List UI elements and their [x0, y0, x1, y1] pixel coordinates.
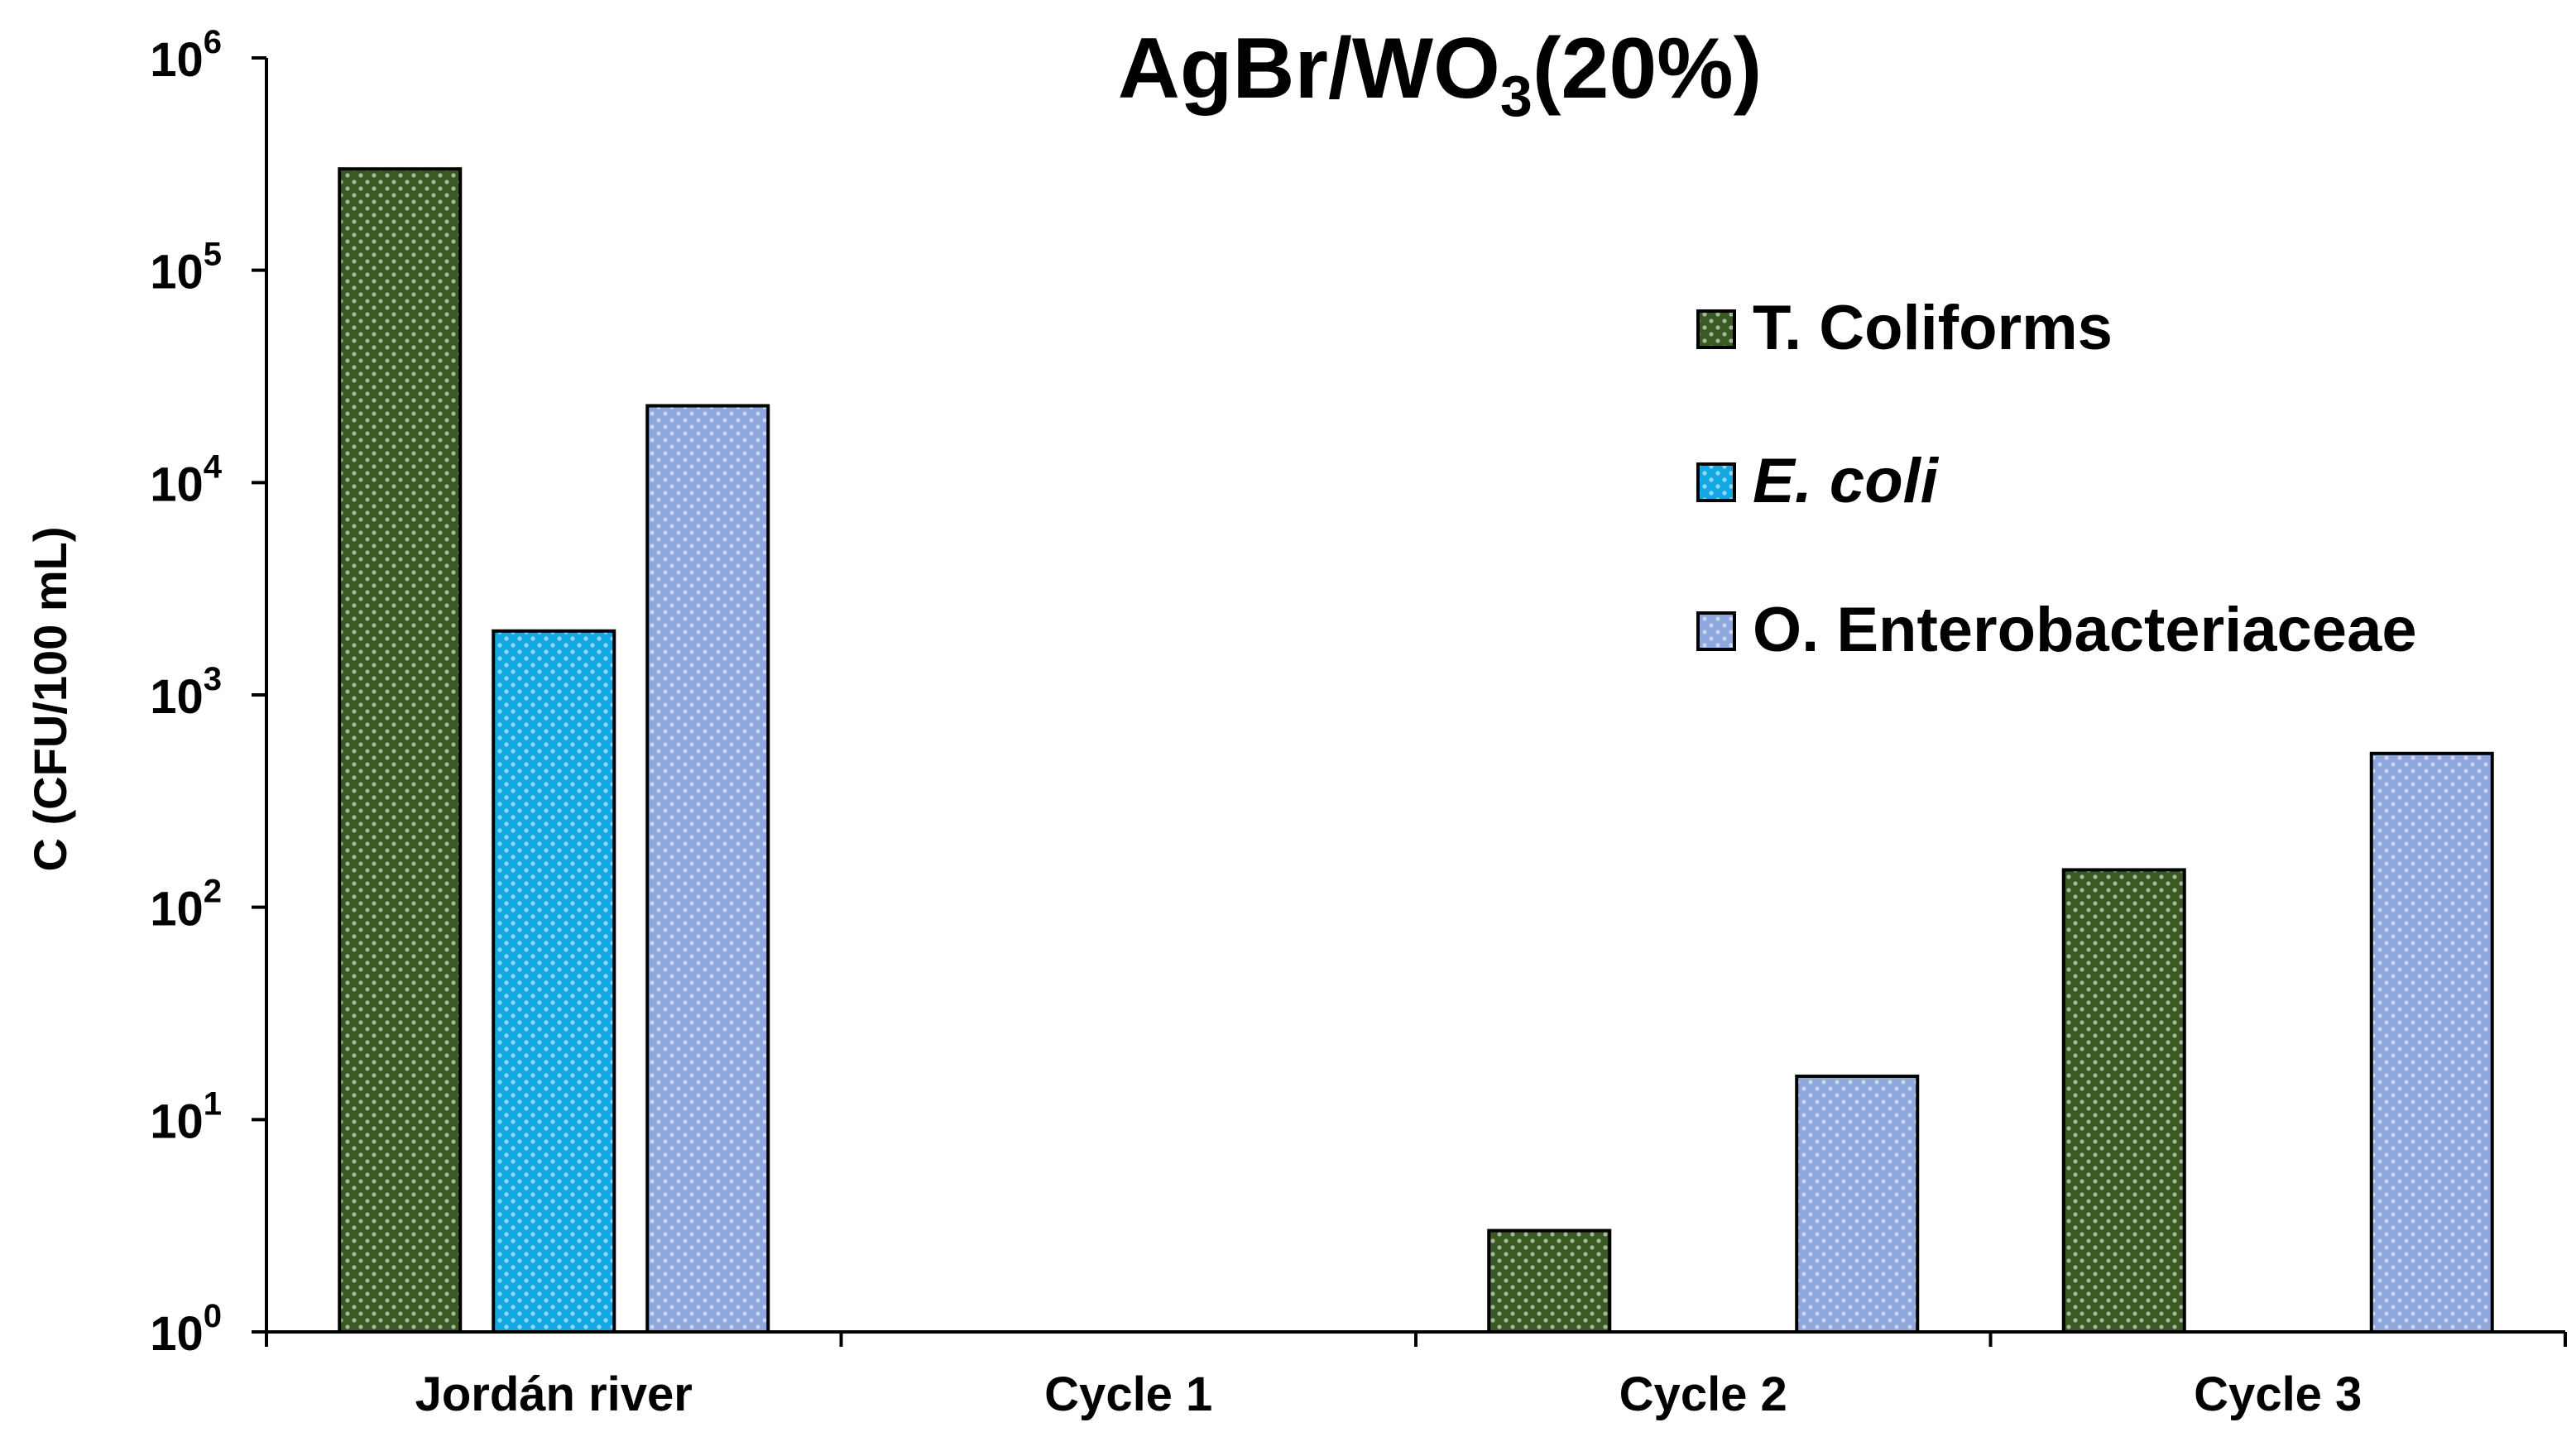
legend-label: E. coli [1753, 446, 1940, 516]
legend-label: T. Coliforms [1753, 293, 2113, 363]
legend-swatch-outline [1696, 309, 1736, 349]
y-axis-label: C (CFU/100 mL) [24, 527, 76, 872]
x-tick-label: Jordán river [415, 1367, 693, 1421]
bar [645, 404, 770, 1334]
plot-area: 100 101 102 103 104 105 106 Jordán river Cycle 1… [150, 24, 2567, 1421]
y-tick-label: 102 [150, 874, 222, 936]
y-tick-label: 105 [150, 237, 222, 299]
legend-item: E. coli [1696, 446, 1940, 516]
x-tick-label: Cycle 1 [1044, 1367, 1212, 1421]
bar-outline [2061, 868, 2186, 1334]
bar-outline [645, 404, 770, 1334]
y-tick-label: 103 [150, 661, 222, 724]
bar-outline [1795, 1074, 1920, 1334]
bar [338, 167, 463, 1334]
bar [1795, 1074, 1920, 1334]
bar-outline [338, 167, 463, 1334]
x-tick-label: Cycle 3 [2194, 1367, 2362, 1421]
bar-outline [2369, 751, 2494, 1334]
bar-outline [1487, 1228, 1612, 1334]
bar [2061, 868, 2186, 1334]
y-tick-label: 104 [150, 448, 223, 511]
bar-outline [492, 629, 616, 1334]
bar [2369, 751, 2494, 1334]
y-tick-label: 101 [150, 1085, 222, 1148]
bar [1487, 1228, 1612, 1334]
legend-label: O. Enterobacteriaceae [1753, 595, 2417, 665]
legend-swatch-outline [1696, 462, 1736, 502]
legend: T. Coliforms E. coli O. Enterobacteriaceae [1696, 293, 2417, 665]
chart-title: AgBr/WO3(20%) [1118, 21, 1763, 128]
legend-swatch-outline [1696, 611, 1736, 651]
y-tick-label: 100 [150, 1298, 222, 1361]
legend-item: O. Enterobacteriaceae [1696, 595, 2417, 665]
y-tick-label: 106 [150, 24, 222, 87]
bar [492, 629, 616, 1334]
legend-item: T. Coliforms [1696, 293, 2113, 363]
x-tick-label: Cycle 2 [1619, 1367, 1787, 1421]
